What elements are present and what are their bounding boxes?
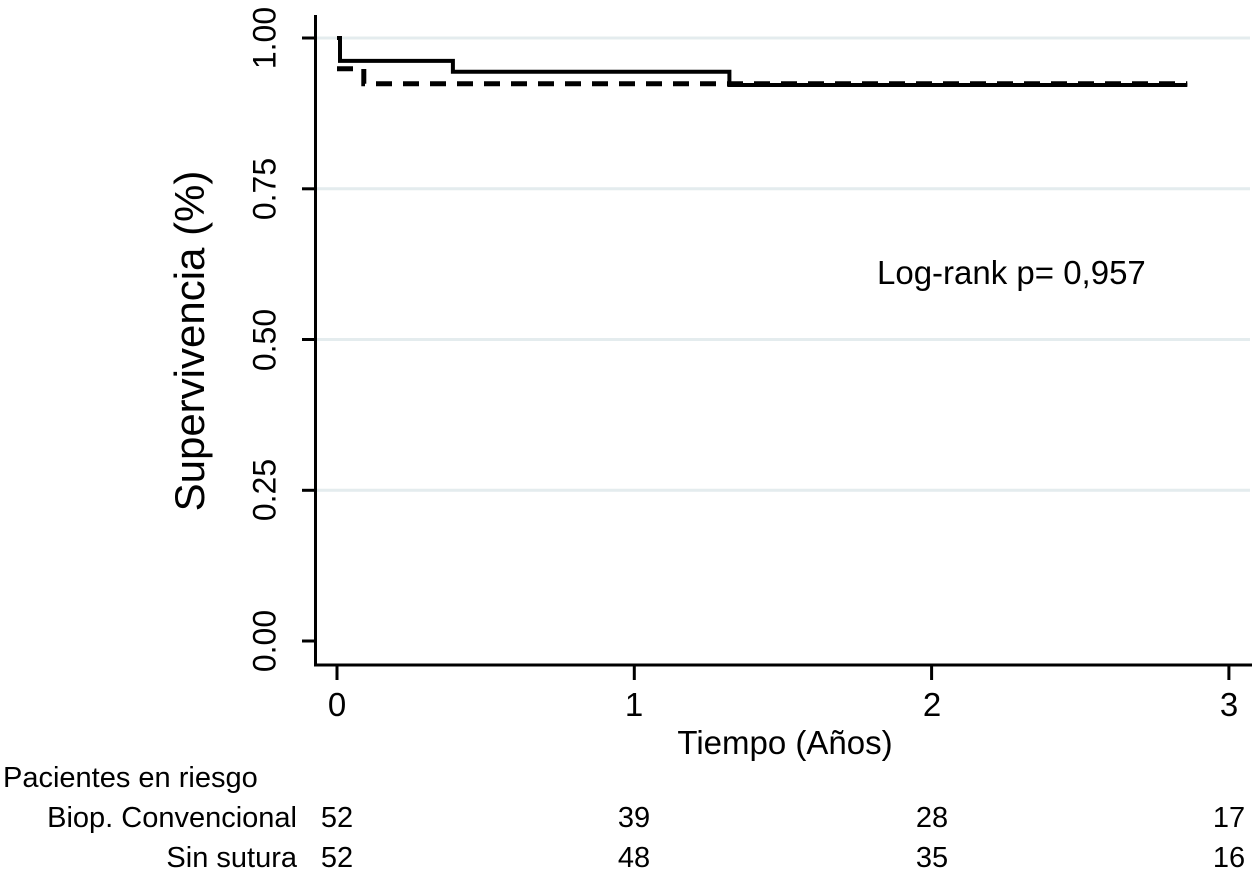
logrank-annotation: Log-rank p= 0,957	[877, 254, 1146, 291]
y-tick-label: 0.75	[246, 157, 283, 221]
y-tick-label: 0.00	[246, 609, 283, 673]
risk-count: 17	[1212, 802, 1246, 834]
y-tick-label: 1.00	[246, 6, 283, 70]
survival-curve-dashed	[337, 66, 1188, 87]
y-axis-title: Supervivencia (%)	[166, 170, 213, 512]
risk-count: 28	[915, 802, 949, 834]
risk-table-row: Sin sutura 52 48 35 16	[0, 842, 1258, 878]
x-tick-label: 3	[1219, 686, 1239, 723]
risk-count: 16	[1212, 842, 1246, 874]
x-axis-title: Tiempo (Años)	[677, 724, 893, 761]
risk-count: 52	[320, 842, 354, 874]
y-tick-label: 0.25	[246, 458, 283, 522]
risk-row-label: Sin sutura	[166, 842, 297, 874]
y-tick-label: 0.50	[246, 308, 283, 372]
risk-count: 35	[915, 842, 949, 874]
risk-row-label: Biop. Convencional	[47, 802, 297, 834]
risk-count: 39	[617, 802, 651, 834]
x-tick-label: 2	[922, 686, 942, 723]
risk-table-row: Biop. Convencional 52 39 28 17	[0, 802, 1258, 838]
risk-count: 52	[320, 802, 354, 834]
survival-curve-solid	[337, 36, 1188, 87]
risk-table-title: Pacientes en riesgo	[3, 762, 258, 794]
risk-count: 48	[617, 842, 651, 874]
x-tick-label: 1	[624, 686, 644, 723]
x-tick-label: 0	[327, 686, 347, 723]
